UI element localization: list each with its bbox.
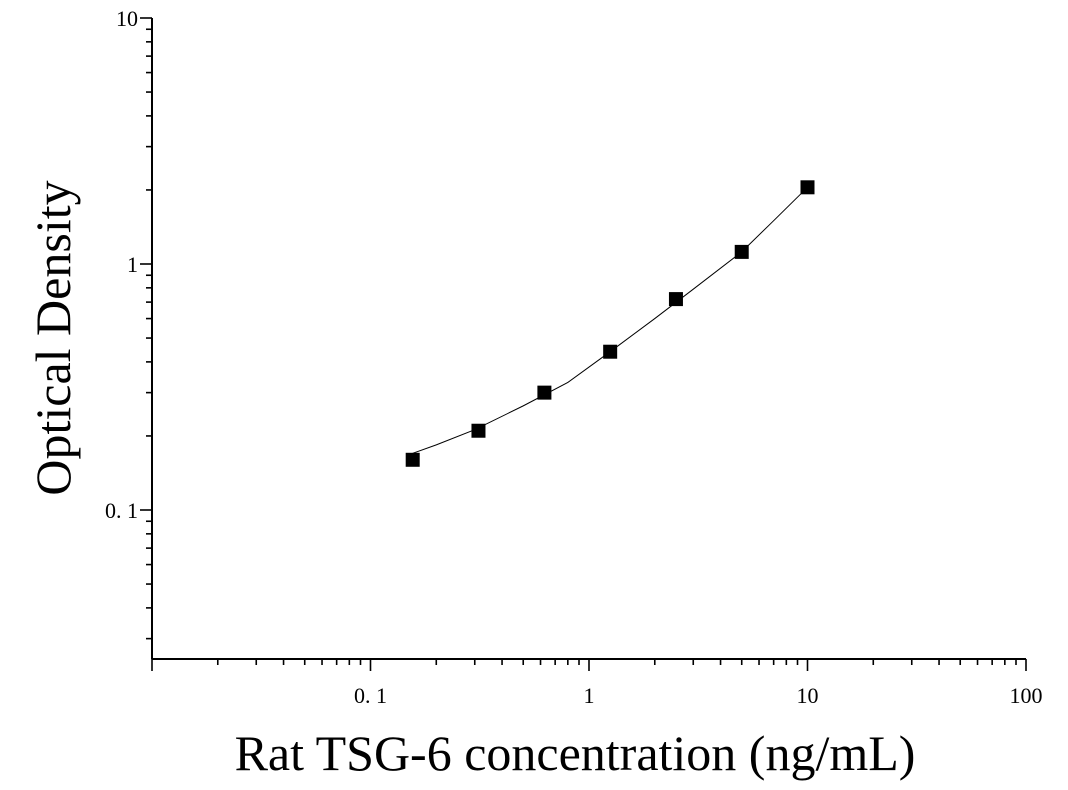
data-point	[405, 452, 420, 467]
fit-curve	[412, 186, 808, 454]
data-point	[800, 180, 815, 195]
data-point	[471, 423, 486, 438]
data-point	[734, 244, 749, 259]
ticks	[140, 17, 1027, 671]
x-axis-title: Rat TSG-6 concentration (ng/mL)	[235, 725, 916, 781]
y-tick-label: 0. 1	[105, 498, 138, 523]
tick-labels: 0. 1 1 10 100 0. 1 1 10	[105, 6, 1043, 708]
data-points	[405, 180, 815, 467]
fit-curve-layer	[412, 186, 808, 454]
y-tick-label: 10	[116, 6, 138, 31]
x-tick-label: 1	[584, 683, 595, 708]
data-point	[537, 385, 552, 400]
axes	[151, 18, 1026, 660]
data-point	[603, 344, 618, 359]
x-tick-label: 10	[797, 683, 819, 708]
x-tick-label: 100	[1010, 683, 1043, 708]
data-point	[668, 292, 683, 307]
x-tick-label: 0. 1	[354, 683, 387, 708]
y-tick-label: 1	[127, 252, 138, 277]
y-axis-title: Optical Density	[25, 180, 81, 495]
